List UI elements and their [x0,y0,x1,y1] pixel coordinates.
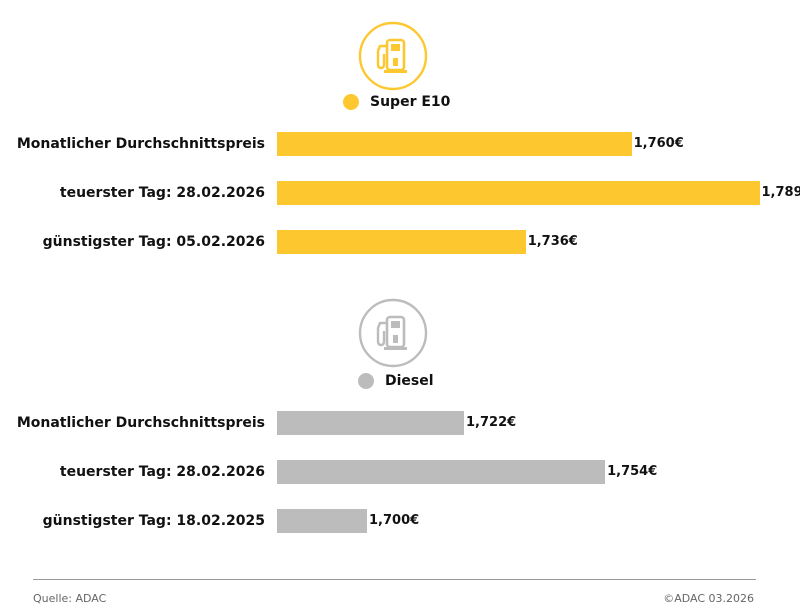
legend-dot [343,94,359,110]
fuel-pump-icon [357,297,429,369]
e10-bar-row: günstigster Tag: 05.02.2026 1,736€ [0,230,800,254]
category-label: Monatlicher Durchschnittspreis [17,411,265,435]
footer-source: Quelle: ADAC [33,592,106,605]
e10-bar [277,132,632,156]
legend-e10: Super E10 [343,94,450,110]
value-label: 1,700€ [369,509,419,533]
diesel-bar-row: günstigster Tag: 18.02.2025 1,700€ [0,509,800,533]
legend-diesel: Diesel [358,373,434,389]
diesel-section: Diesel Monatlicher Durchschnittspreis 1,7… [0,280,800,570]
e10-bar-row: teuerster Tag: 28.02.2026 1,789€ [0,181,800,205]
legend-dot [358,373,374,389]
category-label: teuerster Tag: 28.02.2026 [60,181,265,205]
fuel-pump-icon [357,20,429,92]
value-label: 1,789€ [762,181,800,205]
legend-label: Super E10 [370,94,450,110]
category-label: teuerster Tag: 28.02.2026 [60,460,265,484]
value-label: 1,760€ [634,132,684,156]
category-label: günstigster Tag: 18.02.2025 [43,509,265,533]
category-label: Monatlicher Durchschnittspreis [17,132,265,156]
e10-bar [277,181,760,205]
legend-label: Diesel [385,373,434,389]
e10-bar [277,230,526,254]
e10-bar-row: Monatlicher Durchschnittspreis 1,760€ [0,132,800,156]
value-label: 1,754€ [607,460,657,484]
diesel-bar-row: Monatlicher Durchschnittspreis 1,722€ [0,411,800,435]
category-label: günstigster Tag: 05.02.2026 [43,230,265,254]
value-label: 1,722€ [466,411,516,435]
diesel-bar-row: teuerster Tag: 28.02.2026 1,754€ [0,460,800,484]
footer-divider [33,579,756,580]
e10-section: Super E10 Monatlicher Durchschnittspreis… [0,0,800,280]
value-label: 1,736€ [528,230,578,254]
diesel-bar [277,509,367,533]
diesel-bar [277,460,605,484]
diesel-bar [277,411,464,435]
footer-copyright: ©ADAC 03.2026 [663,592,754,605]
